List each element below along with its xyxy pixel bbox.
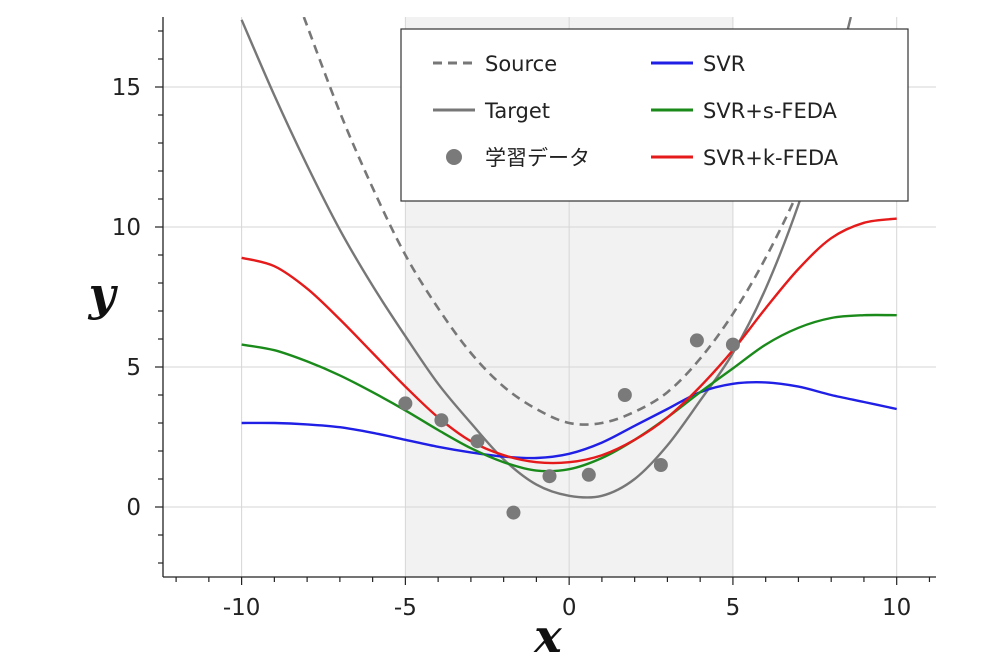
legend-marker (446, 149, 462, 165)
data-point (689, 333, 704, 348)
tick-labels: -10 -5 0 5 10 0 5 10 15 (112, 75, 912, 621)
legend-label: 学習データ (485, 146, 590, 170)
data-point (617, 388, 632, 402)
x-tick-label: 5 (726, 595, 741, 621)
legend: Source Target 学習データ SVR SVR+s-FEDA SVR+k-FEDA (400, 28, 909, 202)
data-point (542, 469, 557, 484)
series-line-svr-k-feda (241, 217, 897, 465)
data-point (506, 505, 521, 520)
x-axis-title: x (533, 609, 562, 658)
series-line-svr (241, 380, 897, 460)
x-tick-label: -5 (394, 595, 417, 621)
legend-label: SVR+s-FEDA (703, 99, 838, 123)
legend-box (400, 28, 909, 202)
y-tick-label: 0 (126, 495, 141, 521)
series-layer (240, 17, 897, 520)
legend-label: Target (484, 99, 550, 123)
data-point (470, 434, 485, 449)
data-point (398, 396, 413, 411)
axes (155, 17, 936, 585)
data-point (653, 458, 668, 472)
legend-label: SVR (703, 52, 745, 76)
y-axis-title: y (88, 267, 119, 321)
data-point (581, 467, 596, 482)
series-line-source (302, 17, 856, 426)
x-tick-label: 10 (882, 595, 911, 621)
x-tick-label: -10 (223, 595, 261, 621)
data-point (725, 337, 740, 352)
series-line-svr-s-feda (241, 313, 897, 473)
series-line-target (240, 17, 853, 499)
y-tick-label: 15 (112, 75, 141, 101)
y-tick-label: 5 (126, 355, 141, 381)
legend-label: Source (485, 52, 557, 76)
data-point (434, 413, 449, 428)
y-tick-label: 10 (112, 215, 141, 241)
legend-label: SVR+k-FEDA (703, 146, 839, 170)
x-tick-label: 0 (562, 595, 577, 621)
